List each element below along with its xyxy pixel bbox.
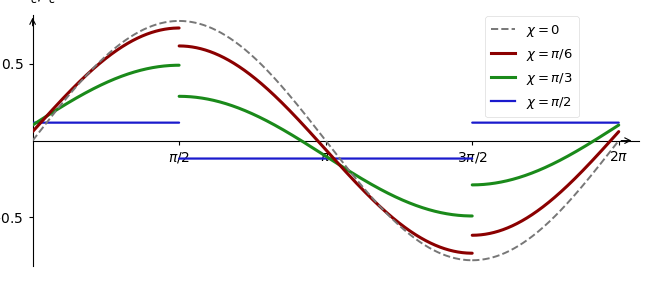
Legend: $\chi = 0$, $\chi = \pi/6$, $\chi = \pi/3$, $\chi = \pi/2$: $\chi = 0$, $\chi = \pi/6$, $\chi = \pi/… (485, 16, 579, 117)
Text: $I_c/\bar{I}_c$: $I_c/\bar{I}_c$ (26, 0, 57, 6)
